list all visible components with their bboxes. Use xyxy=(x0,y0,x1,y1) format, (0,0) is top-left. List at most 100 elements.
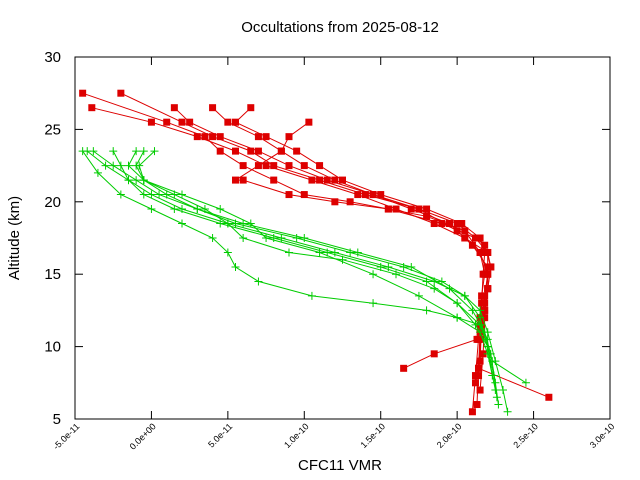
y-tick-label: 25 xyxy=(44,121,61,138)
data-point xyxy=(494,400,503,409)
data-point xyxy=(369,270,378,279)
data-point xyxy=(468,241,476,249)
data-point xyxy=(132,176,141,185)
data-point xyxy=(354,191,362,199)
data-point xyxy=(93,168,102,177)
data-point xyxy=(377,191,385,199)
data-point xyxy=(499,386,507,395)
data-point xyxy=(270,162,278,170)
data-point xyxy=(139,176,148,185)
data-point xyxy=(117,89,125,97)
data-point xyxy=(254,147,262,155)
data-point xyxy=(487,263,495,271)
data-point xyxy=(481,306,489,314)
data-point xyxy=(254,277,263,286)
data-point xyxy=(109,147,118,156)
data-point xyxy=(232,147,239,155)
y-tick-label: 20 xyxy=(44,194,61,211)
data-point xyxy=(232,118,239,126)
x-tick-label: 1.5e-10 xyxy=(358,421,387,450)
data-point xyxy=(422,306,431,315)
data-point xyxy=(254,162,262,170)
data-point xyxy=(407,205,415,213)
data-point xyxy=(231,219,240,228)
data-point xyxy=(308,176,316,184)
data-point xyxy=(78,147,87,156)
y-tick-label: 5 xyxy=(53,411,61,428)
data-point xyxy=(430,350,438,358)
data-point xyxy=(353,248,362,257)
y-tick-label: 15 xyxy=(44,266,61,283)
plot-frame xyxy=(74,56,611,420)
x-tick-label: 3.0e-10 xyxy=(588,421,617,450)
data-point xyxy=(223,248,232,257)
y-axis-label: Altitude (km) xyxy=(6,196,23,280)
data-point xyxy=(481,241,489,249)
data-point xyxy=(231,262,240,271)
data-point xyxy=(293,147,301,155)
data-point xyxy=(369,191,377,199)
data-point xyxy=(285,162,293,170)
x-tick-label: 2.5e-10 xyxy=(511,421,540,450)
data-point xyxy=(545,393,553,401)
data-point xyxy=(458,220,466,228)
data-point xyxy=(139,147,148,156)
data-point xyxy=(186,118,194,126)
data-point xyxy=(476,357,484,365)
data-point xyxy=(147,118,155,126)
data-point xyxy=(285,191,293,199)
data-point xyxy=(481,292,489,300)
data-point xyxy=(150,147,159,156)
data-point xyxy=(88,104,96,112)
data-point xyxy=(476,386,484,394)
series-r3 xyxy=(117,89,492,372)
data-point xyxy=(484,270,492,278)
series-line xyxy=(120,92,489,369)
series-line xyxy=(82,92,486,412)
data-point xyxy=(423,205,431,213)
data-point xyxy=(483,349,492,358)
data-point xyxy=(300,234,309,242)
chart-title: Occultations from 2025-08-12 xyxy=(241,19,439,36)
data-point xyxy=(461,227,469,235)
data-point xyxy=(247,104,255,112)
series-line xyxy=(112,150,498,398)
data-point xyxy=(430,220,438,228)
data-point xyxy=(479,350,487,358)
data-point xyxy=(109,161,118,170)
data-point xyxy=(483,335,492,344)
data-point xyxy=(216,205,225,214)
data-point xyxy=(437,277,446,286)
series-line xyxy=(93,150,499,405)
data-point xyxy=(277,234,286,242)
x-tick-label: 5.0e-11 xyxy=(206,421,234,449)
data-point xyxy=(239,219,248,228)
data-point xyxy=(170,190,179,199)
data-point xyxy=(262,133,270,141)
data-point xyxy=(307,291,316,300)
data-point xyxy=(79,89,87,97)
series-g5 xyxy=(132,147,500,395)
data-point xyxy=(471,234,479,242)
data-point xyxy=(331,198,339,206)
series-r5 xyxy=(209,104,495,394)
data-point xyxy=(478,299,486,307)
data-point xyxy=(476,313,485,322)
data-point xyxy=(200,205,209,214)
data-point xyxy=(147,205,156,214)
data-point xyxy=(315,248,324,257)
data-point xyxy=(239,162,247,170)
data-point xyxy=(178,118,186,126)
data-point xyxy=(392,270,400,279)
series-r2 xyxy=(88,104,495,409)
data-point xyxy=(453,313,462,322)
data-point xyxy=(492,393,501,402)
data-point xyxy=(330,248,339,257)
data-point xyxy=(285,133,293,141)
data-point xyxy=(254,133,262,141)
data-point xyxy=(124,176,133,185)
data-point xyxy=(414,291,423,300)
data-point xyxy=(270,176,278,184)
series-r1 xyxy=(79,89,489,416)
data-point xyxy=(216,147,224,155)
